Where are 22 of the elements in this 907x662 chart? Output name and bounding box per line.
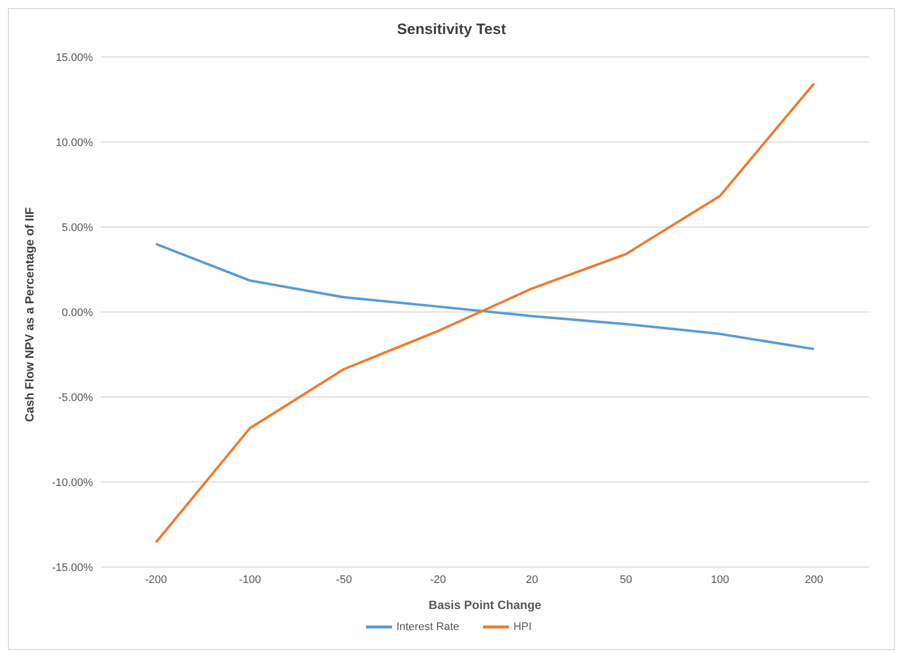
line-series: [154, 82, 816, 544]
y-tick-label: 10.00%: [56, 136, 94, 149]
y-tick-label: -15.00%: [52, 562, 94, 574]
x-tick-label: 20: [526, 574, 538, 586]
y-tick-label: -10.00%: [52, 476, 94, 489]
y-axis-title: Cash Flow NPV as a Percentage of IIF: [22, 207, 36, 422]
legend-label: Interest Rate: [395, 621, 460, 633]
x-axis-title: Basis Point Change: [428, 598, 542, 612]
x-tick-label: -20: [430, 574, 446, 586]
x-tick-label: -50: [336, 574, 352, 586]
x-tick-label: -200: [144, 574, 168, 586]
x-tick-label: 50: [620, 574, 632, 586]
y-tick-label: 15.00%: [56, 52, 94, 64]
y-tick-label: 0.00%: [62, 306, 94, 319]
x-tick-label: 200: [804, 574, 824, 586]
x-tick-label: 100: [710, 574, 730, 586]
chart-title: Sensitivity Test: [396, 20, 507, 40]
y-tick-label: 5.00%: [62, 222, 94, 234]
line-series: [154, 242, 816, 350]
legend-label: HPI: [512, 621, 532, 633]
y-tick-label: -5.00%: [58, 392, 94, 404]
x-tick-label: -100: [238, 574, 262, 586]
